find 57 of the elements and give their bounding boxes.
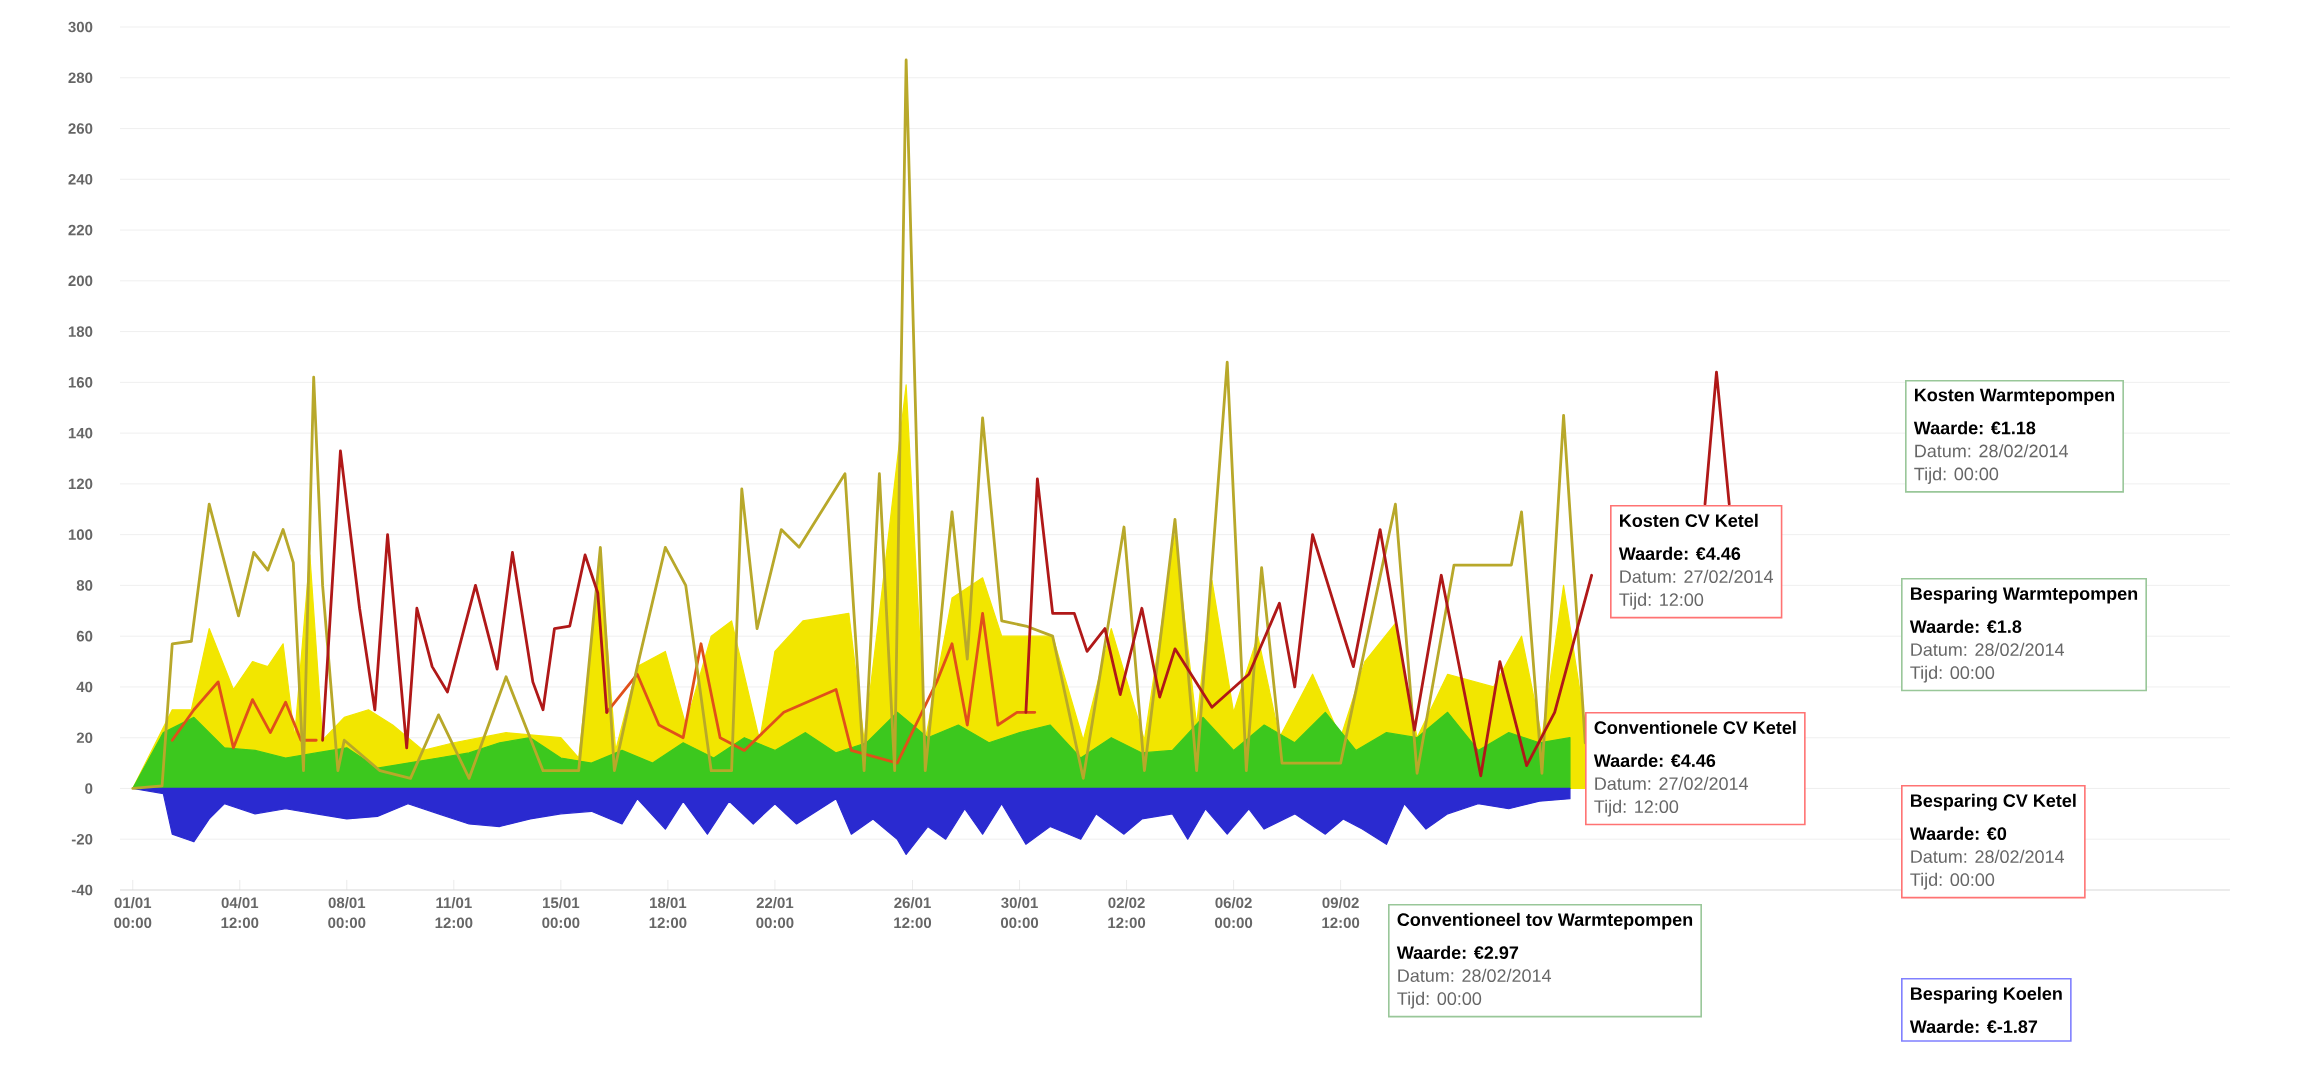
y-tick-label: 180 xyxy=(68,326,93,337)
y-tick-label: 0 xyxy=(85,783,93,794)
annotation: Besparing CV Ketel xyxy=(1911,793,2076,811)
annotation: Conventionele CV Ketel xyxy=(1594,720,1796,735)
annotation: Waarde: €1.8 xyxy=(1909,619,2022,634)
y-tick-label: 260 xyxy=(68,123,93,134)
text: Waarde: €-1.87 xyxy=(1909,1019,2038,1034)
y-tick-label: 240 xyxy=(68,173,93,185)
annotation: Waarde: €0 xyxy=(1909,826,2007,841)
annotation: Tijd: 00:00 xyxy=(1914,467,1999,484)
annotation: Besparing Warmtepompen xyxy=(1911,586,2138,604)
x-tick-label: 06/02 00:00 xyxy=(1215,897,1253,929)
x-tick-label: 26/01 12:00 xyxy=(894,897,932,929)
text: Conventioneel tov Warmtepompen xyxy=(1397,912,1693,930)
annotation: Kosten CV Ketel xyxy=(1620,513,1758,528)
text: Waarde: €2.97 xyxy=(1396,945,1519,960)
y-tick-label: -40 xyxy=(71,884,93,896)
y-tick-label: 60 xyxy=(76,630,93,642)
x-tick-label: 30/01 00:00 xyxy=(1000,897,1039,929)
y-tick-label: 40 xyxy=(76,681,93,693)
annotation: Datum: 28/02/2014 xyxy=(1911,849,2065,864)
x-tick-label: 02/02 12:00 xyxy=(1108,897,1146,929)
x-tick-label: 09/02 12:00 xyxy=(1322,897,1360,929)
annotation: Tijd: 12:00 xyxy=(1594,799,1679,817)
x-tick-label: 08/01 00:00 xyxy=(328,897,366,929)
y-tick-label: 160 xyxy=(68,377,93,388)
annotation: Datum: 28/02/2014 xyxy=(1911,642,2065,657)
y-tick-label: 100 xyxy=(68,529,93,540)
y-tick-label: 300 xyxy=(68,21,93,33)
annotation: Tijd: 00:00 xyxy=(1910,665,1995,683)
x-tick-label: 15/01 00:00 xyxy=(542,897,580,929)
x-tick-label: 04/01 12:00 xyxy=(221,897,259,929)
annotation: Kosten Warmtepompen xyxy=(1915,388,2115,405)
y-tick-label: 120 xyxy=(68,478,93,490)
annotation: Waarde: €1.18 xyxy=(1913,421,2036,435)
y-tick-label: 20 xyxy=(76,732,93,744)
annotation: Waarde: €4.46 xyxy=(1618,546,1741,561)
x-tick-label: 01/01 00:00 xyxy=(114,897,152,929)
y-tick-label: 280 xyxy=(68,72,93,84)
y-tick-label: 80 xyxy=(76,580,93,591)
annotation: Datum: 28/02/2014 xyxy=(1915,444,2069,458)
annotation: Tijd: 00:00 xyxy=(1910,872,1995,890)
annotation: Waarde: €4.46 xyxy=(1593,753,1716,768)
y-tick-label: 140 xyxy=(68,427,93,439)
text: Datum: 28/02/2014 xyxy=(1398,968,1552,983)
x-tick-label: 18/01 12:00 xyxy=(649,897,687,929)
x-tick-label: 22/01 00:00 xyxy=(756,897,794,929)
text: Besparing Koelen xyxy=(1911,986,2062,1004)
line-series xyxy=(131,58,1587,790)
annotation: Tijd: 12:00 xyxy=(1619,592,1704,610)
y-tick-label: -20 xyxy=(71,833,93,845)
y-tick-label: 220 xyxy=(68,224,93,236)
text: Tijd: 00:00 xyxy=(1397,991,1482,1009)
annotation: Datum: 27/02/2014 xyxy=(1620,569,1774,584)
y-tick-label: 200 xyxy=(68,275,93,287)
x-tick-label: 11/01 12:00 xyxy=(435,897,473,929)
annotation: Datum: 27/02/2014 xyxy=(1595,776,1749,791)
